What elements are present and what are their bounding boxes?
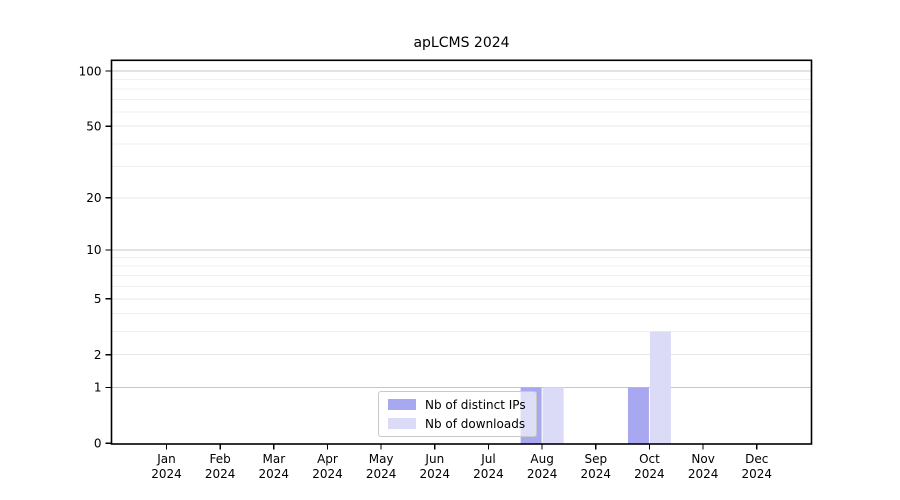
x-tick-label-month: Sep [584,452,607,466]
x-tick-label-month: May [369,452,394,466]
legend-label-distinct-ips: Nb of distinct IPs [425,397,526,412]
legend-item-distinct-ips: Nb of distinct IPs [388,397,526,412]
y-tick-label: 1 [94,381,102,395]
chart-title: apLCMS 2024 [413,35,510,51]
x-tick-label-year: 2024 [420,467,451,481]
x-tick-label-year: 2024 [259,467,290,481]
bar-aug-s1 [542,387,564,444]
x-tick-label-year: 2024 [151,467,182,481]
bar-oct-s1 [649,331,671,444]
y-tick-label: 0 [94,437,102,451]
y-tick-label: 5 [94,292,102,306]
y-tick-label: 20 [86,191,101,205]
x-tick-label-month: Feb [210,452,231,466]
chart-legend: Nb of distinct IPs Nb of downloads [378,391,537,437]
x-tick-label-year: 2024 [312,467,343,481]
legend-item-downloads: Nb of downloads [388,416,526,431]
legend-label-downloads: Nb of downloads [425,416,526,431]
x-tick-label-month: Jul [480,452,495,466]
distinct-ips-swatch-icon [388,399,416,410]
x-tick-label-year: 2024 [581,467,612,481]
x-tick-label-month: Nov [691,452,714,466]
axes-frame [110,59,813,445]
x-tick-label-year: 2024 [741,467,772,481]
x-tick-label-year: 2024 [205,467,236,481]
y-tick-label: 2 [94,348,102,362]
bar-oct-s0 [627,387,649,444]
x-tick-label-month: Oct [639,452,660,466]
x-tick-label-month: Mar [262,452,285,466]
x-tick-label-month: Dec [745,452,768,466]
x-tick-label-year: 2024 [688,467,719,481]
x-tick-label-month: Aug [530,452,553,466]
y-tick-label: 10 [86,243,101,257]
x-tick-label-month: Jun [424,452,444,466]
x-tick-label-year: 2024 [473,467,504,481]
x-tick-label-year: 2024 [366,467,397,481]
x-tick-label-month: Jan [156,452,176,466]
y-tick-label: 100 [79,64,102,78]
x-tick-label-year: 2024 [634,467,665,481]
x-tick-label-year: 2024 [527,467,558,481]
x-tick-label-month: Apr [317,452,338,466]
y-tick-label: 50 [86,119,101,133]
downloads-swatch-icon [388,418,416,429]
